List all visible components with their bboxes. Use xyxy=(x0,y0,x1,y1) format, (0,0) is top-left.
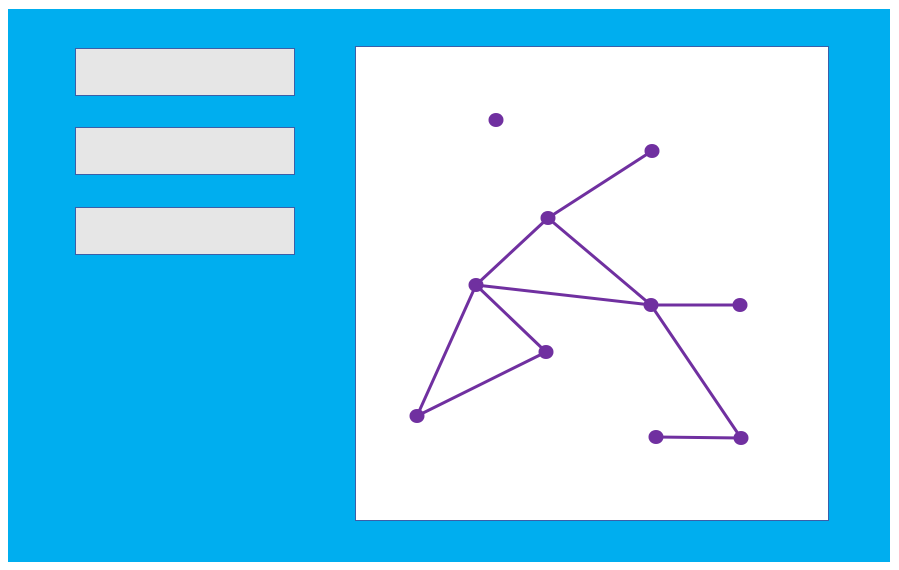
graph-edge-n2-n3 xyxy=(546,149,654,220)
graph-node-n5[interactable] xyxy=(643,298,659,312)
graph-node-n10[interactable] xyxy=(733,431,749,445)
graph-edge-n4-n7 xyxy=(474,283,548,354)
graph-diagram xyxy=(409,113,749,445)
graph-node-n3[interactable] xyxy=(540,211,556,225)
graph-node-n9[interactable] xyxy=(648,430,664,444)
graph-edge-n3-n5 xyxy=(546,216,653,307)
graph-node-n7[interactable] xyxy=(538,345,554,359)
graph-edge-n9-n10 xyxy=(654,435,743,440)
graph-edge-n4-n8 xyxy=(415,283,478,418)
menu-button-1[interactable] xyxy=(75,48,295,96)
graph-edge-n3-n4 xyxy=(474,216,550,287)
graph-edge-n4-n5 xyxy=(474,283,653,307)
graph-node-n8[interactable] xyxy=(409,409,425,423)
menu-button-2[interactable] xyxy=(75,127,295,175)
graph-edge-n8-n7 xyxy=(415,350,548,418)
graph-node-n6[interactable] xyxy=(732,298,748,312)
app-background xyxy=(8,9,890,562)
graph-canvas[interactable] xyxy=(355,46,829,521)
menu-button-3[interactable] xyxy=(75,207,295,255)
graph-node-n2[interactable] xyxy=(644,144,660,158)
graph-node-n1[interactable] xyxy=(488,113,504,127)
graph-edge-n5-n10 xyxy=(649,303,743,440)
graph-node-n4[interactable] xyxy=(468,278,484,292)
